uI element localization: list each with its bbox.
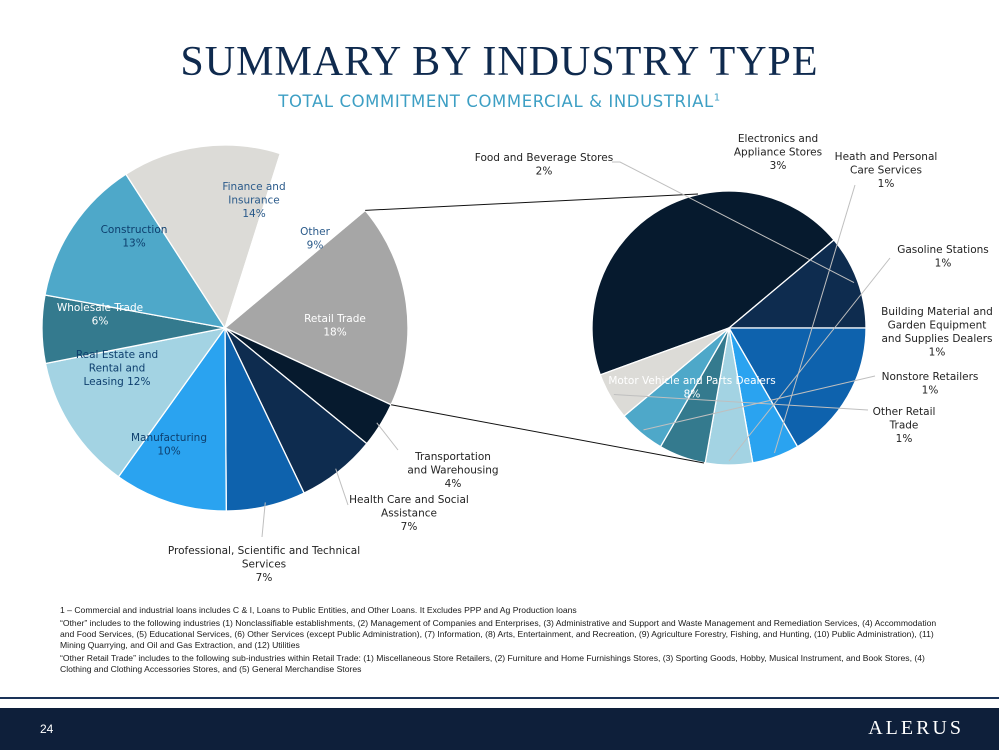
label-other-retail: Other Retail Trade 1% — [873, 406, 936, 445]
footer-bar: 24 ALERUS — [0, 708, 999, 750]
label-building-material: Building Material and Garden Equipment and… — [881, 306, 993, 359]
main-pie-chart — [41, 144, 409, 512]
industry-pie-charts: Retail Trade 18% Transportation and Warehou… — [41, 133, 993, 584]
footnote-other-retail: “Other Retail Trade” includes to the fol… — [60, 652, 925, 675]
leader-health-care — [335, 468, 349, 506]
leader-professional — [261, 502, 266, 538]
leader-lines — [261, 161, 891, 538]
label-finance: Finance and Insurance 14% — [222, 181, 285, 220]
retail-slice-motor-vehicle-and-parts-dealers — [591, 190, 835, 376]
label-food-beverage: Food and Beverage Stores 2% — [475, 152, 613, 178]
page-subtitle: TOTAL COMMITMENT COMMERCIAL & INDUSTRIAL… — [0, 92, 999, 111]
footnote-other: “Other” includes to the following indust… — [60, 617, 937, 651]
label-nonstore: Nonstore Retailers 1% — [882, 371, 979, 397]
alerus-logo: ALERUS — [868, 717, 964, 739]
subtitle-footnote-marker: 1 — [713, 92, 721, 104]
main-slice-other — [223, 152, 367, 330]
label-electronics: Electronics and Appliance Stores 3% — [734, 133, 822, 172]
leader-heath-personal — [774, 184, 856, 454]
main-slice-construction — [44, 173, 227, 329]
slice-labels: Retail Trade 18% Transportation and Warehou… — [57, 133, 993, 584]
leader-food-beverage — [612, 161, 855, 283]
label-real-estate: Real Estate and Rental and Leasing 12% — [76, 349, 158, 388]
main-slice-manufacturing — [117, 325, 227, 512]
subtitle-text: TOTAL COMMITMENT COMMERCIAL & INDUSTRIAL — [278, 92, 714, 111]
retail-slice-other-retail-trade — [599, 327, 730, 417]
label-transportation: Transportation and Warehousing 4% — [407, 451, 498, 490]
label-retail-trade: Retail Trade 18% — [304, 313, 366, 339]
leader-gasoline — [728, 257, 891, 462]
page-title: SUMMARY BY INDUSTRY TYPE — [180, 39, 819, 85]
main-slice-finance-and-insurance — [124, 144, 282, 330]
label-construction: Construction 13% — [101, 224, 168, 250]
label-wholesale-trade: Wholesale Trade 6% — [57, 302, 143, 328]
label-professional: Professional, Scientific and Technical Se… — [168, 545, 360, 584]
connector-line-top — [365, 193, 699, 211]
leader-other-retail — [613, 394, 869, 411]
label-manufacturing: Manufacturing 10% — [131, 432, 207, 458]
label-heath-personal: Heath and Personal Care Services 1% — [835, 151, 938, 190]
footer-divider — [0, 697, 999, 699]
retail-breakdown-pie-chart — [591, 190, 867, 466]
retail-slice-electronics-and-appliance-stores — [727, 327, 867, 448]
label-gasoline: Gasoline Stations 1% — [897, 244, 989, 270]
label-health-care: Health Care and Social Assistance 7% — [349, 494, 469, 533]
connector-line-bottom — [391, 404, 705, 464]
label-motor-vehicle: Motor Vehicle and Parts Dealers 8% — [608, 375, 775, 401]
footnotes: 1 – Commercial and industrial loans incl… — [60, 605, 950, 677]
connector-lines — [365, 193, 705, 464]
page-number: 24 — [40, 722, 54, 736]
leader-transportation — [376, 422, 399, 451]
footnote-1: 1 – Commercial and industrial loans incl… — [60, 605, 577, 615]
label-other: Other 9% — [300, 226, 330, 252]
main-slice-real-estate-and-rental-and-leasing — [44, 327, 227, 478]
main-slice-retail-trade — [223, 209, 409, 406]
